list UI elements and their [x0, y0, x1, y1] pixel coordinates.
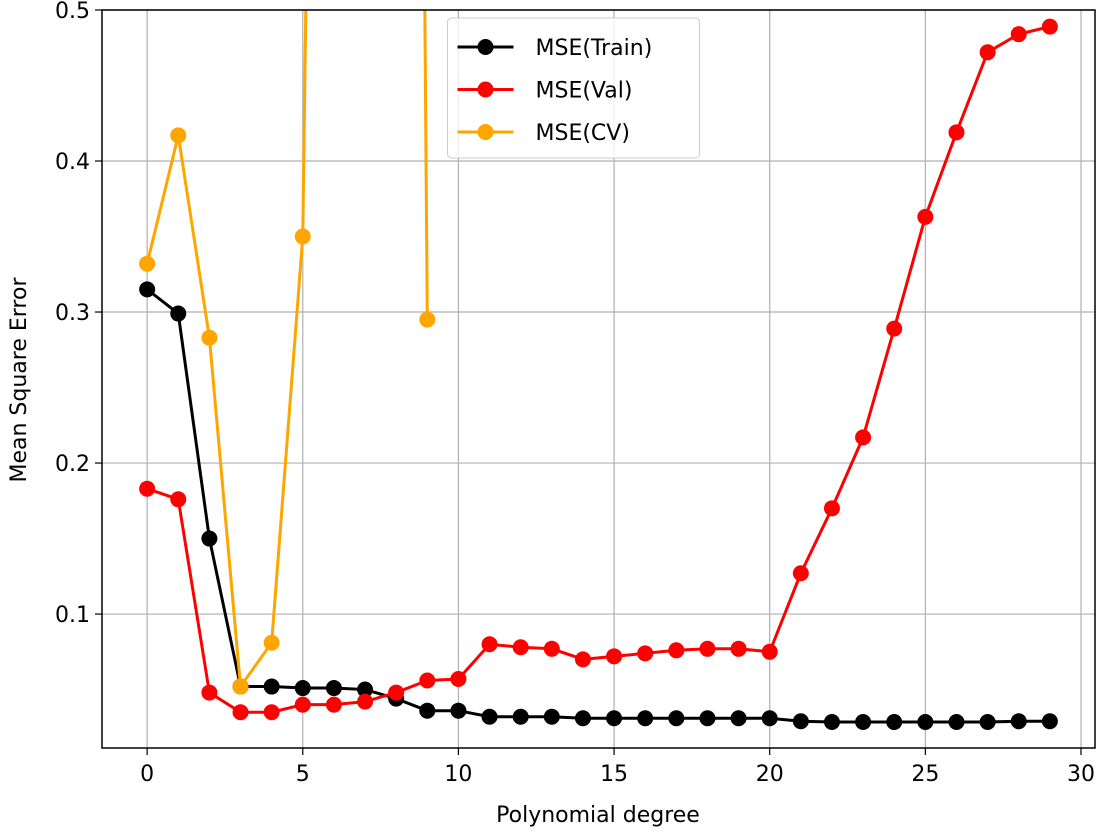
- point: [792, 713, 809, 730]
- point: [481, 636, 498, 653]
- point: [450, 702, 467, 719]
- point: [419, 672, 436, 689]
- point: [201, 329, 218, 346]
- legend-label: MSE(Val): [536, 79, 633, 104]
- point: [606, 710, 623, 727]
- x-tick-label: 10: [444, 762, 472, 787]
- point: [294, 680, 311, 697]
- x-tick-label: 25: [911, 762, 939, 787]
- point: [886, 320, 903, 337]
- point: [201, 684, 218, 701]
- point: [481, 708, 498, 725]
- point: [543, 708, 560, 725]
- point: [139, 255, 156, 272]
- point: [855, 429, 872, 446]
- point: [823, 714, 840, 731]
- point: [1010, 26, 1027, 43]
- plot-frame: [101, 9, 1096, 749]
- point: [761, 643, 778, 660]
- point: [512, 708, 529, 725]
- point: [917, 208, 934, 225]
- legend-label: MSE(Train): [536, 36, 653, 61]
- y-tick-label: 0.1: [55, 603, 90, 628]
- point: [637, 645, 654, 662]
- point: [450, 670, 467, 687]
- point: [1041, 713, 1058, 730]
- point: [668, 710, 685, 727]
- point: [294, 228, 311, 245]
- point: [699, 640, 716, 657]
- point: [294, 696, 311, 713]
- point: [730, 710, 747, 727]
- point: [263, 678, 280, 695]
- y-axis-label: Mean Square Error: [7, 277, 32, 483]
- legend-box: [447, 17, 700, 159]
- point: [232, 704, 249, 721]
- y-tick-label: 0.2: [55, 452, 90, 477]
- x-tick-label: 5: [296, 762, 310, 787]
- point: [543, 640, 560, 657]
- point: [357, 693, 374, 710]
- point: [419, 311, 436, 328]
- point: [170, 491, 187, 508]
- point: [263, 704, 280, 721]
- point: [325, 680, 342, 697]
- point: [357, 681, 374, 698]
- point: [170, 305, 187, 322]
- point: [325, 696, 342, 713]
- point: [637, 710, 654, 727]
- point: [948, 714, 965, 731]
- y-tick-label: 0.3: [55, 301, 90, 326]
- legend-marker: [477, 39, 494, 55]
- point: [512, 639, 529, 656]
- point: [917, 714, 934, 731]
- point: [823, 500, 840, 517]
- point: [1010, 713, 1027, 730]
- y-tick-label: 0.5: [55, 0, 90, 24]
- series-line: [145, 10, 429, 691]
- point: [139, 281, 156, 298]
- point: [699, 710, 716, 727]
- point: [388, 684, 405, 701]
- point: [886, 714, 903, 731]
- x-axis-label: Polynomial degree: [496, 803, 700, 828]
- point: [730, 640, 747, 657]
- point: [263, 634, 280, 651]
- point: [139, 480, 156, 497]
- x-tick-label: 20: [756, 762, 784, 787]
- point: [761, 710, 778, 727]
- legend-marker: [477, 124, 494, 140]
- point: [606, 648, 623, 665]
- x-tick-label: 30: [1067, 762, 1095, 787]
- point: [979, 714, 996, 731]
- point: [574, 710, 591, 727]
- point: [948, 124, 965, 141]
- point: [792, 565, 809, 582]
- point: [855, 714, 872, 731]
- point: [668, 642, 685, 659]
- legend-marker: [477, 81, 494, 98]
- point: [201, 530, 218, 547]
- point: [979, 44, 996, 61]
- point: [1041, 18, 1058, 35]
- point: [170, 127, 187, 144]
- x-tick-label: 0: [140, 762, 154, 787]
- point: [574, 651, 591, 668]
- point: [419, 702, 436, 719]
- y-tick-label: 0.4: [55, 150, 90, 175]
- point: [232, 678, 249, 695]
- x-tick-label: 15: [600, 762, 628, 787]
- legend-label: MSE(CV): [536, 121, 630, 146]
